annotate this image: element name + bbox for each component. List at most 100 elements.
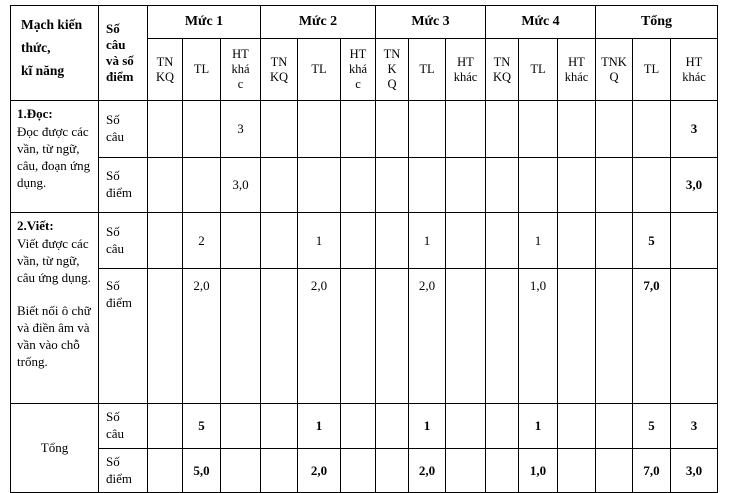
row-type-label: Số điểm [98, 268, 148, 404]
value-cell [670, 268, 718, 404]
subcolumn-header: HT khá c [220, 38, 261, 101]
subcolumn-header: TNK Q [595, 38, 633, 101]
subcolumn-header: TN KQ [260, 38, 298, 101]
value-cell: 7,0 [632, 268, 671, 404]
corner-header: Mạch kiến thức, kĩ năng [10, 5, 99, 101]
value-cell [340, 212, 376, 269]
value-cell [445, 157, 486, 213]
value-cell [557, 448, 596, 493]
value-cell [445, 448, 486, 493]
value-cell [632, 100, 671, 158]
score-col-header: Số câu và số điểm [98, 5, 148, 101]
subcolumn-header: HT khác [557, 38, 596, 101]
value-cell [595, 448, 633, 493]
section-label-doc: 1.Đọc: Đọc được các vần, từ ngữ, câu, đo… [10, 100, 99, 213]
value-cell [260, 157, 298, 213]
value-cell [670, 212, 718, 269]
subcolumn-header: TL [632, 38, 671, 101]
value-cell: 1 [297, 212, 341, 269]
subcolumn-header: TN KQ [147, 38, 183, 101]
value-cell [147, 448, 183, 493]
value-cell: 1 [408, 403, 446, 449]
value-cell: 3,0 [670, 448, 718, 493]
value-cell [557, 403, 596, 449]
value-cell: 5 [182, 403, 221, 449]
level-header-muc3: Mức 3 [375, 5, 486, 39]
row-type-label: Số câu [98, 403, 148, 449]
level-header-muc2: Mức 2 [260, 5, 376, 39]
value-cell [632, 157, 671, 213]
value-cell [147, 403, 183, 449]
value-cell [557, 268, 596, 404]
section-label-viet: 2.Viết: Viết được các vần, từ ngữ, câu ứ… [10, 212, 99, 404]
value-cell [408, 100, 446, 158]
value-cell [445, 212, 486, 269]
value-cell: 2,0 [297, 268, 341, 404]
value-cell [485, 100, 519, 158]
value-cell [260, 100, 298, 158]
value-cell [297, 100, 341, 158]
value-cell [220, 448, 261, 493]
value-cell [375, 448, 409, 493]
value-cell: 1 [518, 212, 558, 269]
value-cell [445, 403, 486, 449]
section-description: Đọc được các vần, từ ngữ, câu, đoạn ứng … [17, 123, 91, 190]
value-cell: 1,0 [518, 268, 558, 404]
value-cell [445, 100, 486, 158]
level-header-muc1: Mức 1 [147, 5, 261, 39]
value-cell [485, 448, 519, 493]
value-cell [595, 212, 633, 269]
value-cell: 2,0 [182, 268, 221, 404]
section-title: 2.Viết: [17, 218, 54, 233]
value-cell: 2,0 [408, 268, 446, 404]
value-cell [557, 212, 596, 269]
row-type-label: Số điểm [98, 157, 148, 213]
value-cell [340, 448, 376, 493]
value-cell [220, 212, 261, 269]
subcolumn-header: TL [297, 38, 341, 101]
value-cell [557, 100, 596, 158]
value-cell [485, 268, 519, 404]
value-cell [485, 403, 519, 449]
section-description: Viết được các vần, từ ngữ, câu ứng dụng.… [17, 235, 91, 370]
value-cell [147, 268, 183, 404]
subcolumn-header: TN K Q [375, 38, 409, 101]
value-cell [260, 403, 298, 449]
value-cell [260, 448, 298, 493]
value-cell: 5 [632, 212, 671, 269]
value-cell [340, 100, 376, 158]
value-cell [297, 157, 341, 213]
value-cell: 1 [297, 403, 341, 449]
value-cell [445, 268, 486, 404]
value-cell [375, 100, 409, 158]
value-cell [260, 268, 298, 404]
value-cell [260, 212, 298, 269]
value-cell [375, 268, 409, 404]
value-cell [375, 212, 409, 269]
exam-matrix-table: Mạch kiến thức, kĩ năng Số câu và số điể… [10, 5, 718, 493]
subcolumn-header: TN KQ [485, 38, 519, 101]
value-cell: 1,0 [518, 448, 558, 493]
value-cell: 5 [632, 403, 671, 449]
value-cell [220, 403, 261, 449]
row-type-label: Số điểm [98, 448, 148, 493]
value-cell: 7,0 [632, 448, 671, 493]
value-cell: 1 [518, 403, 558, 449]
subcolumn-header: TL [182, 38, 221, 101]
value-cell [340, 403, 376, 449]
value-cell [595, 157, 633, 213]
subcolumn-header: HT khác [670, 38, 718, 101]
value-cell [485, 157, 519, 213]
value-cell: 2,0 [408, 448, 446, 493]
value-cell: 1 [408, 212, 446, 269]
value-cell: 3,0 [220, 157, 261, 213]
value-cell: 3,0 [670, 157, 718, 213]
value-cell [182, 157, 221, 213]
subcolumn-header: TL [518, 38, 558, 101]
value-cell [557, 157, 596, 213]
value-cell: 2,0 [297, 448, 341, 493]
value-cell [147, 100, 183, 158]
subcolumn-header: TL [408, 38, 446, 101]
value-cell: 2 [182, 212, 221, 269]
value-cell [408, 157, 446, 213]
